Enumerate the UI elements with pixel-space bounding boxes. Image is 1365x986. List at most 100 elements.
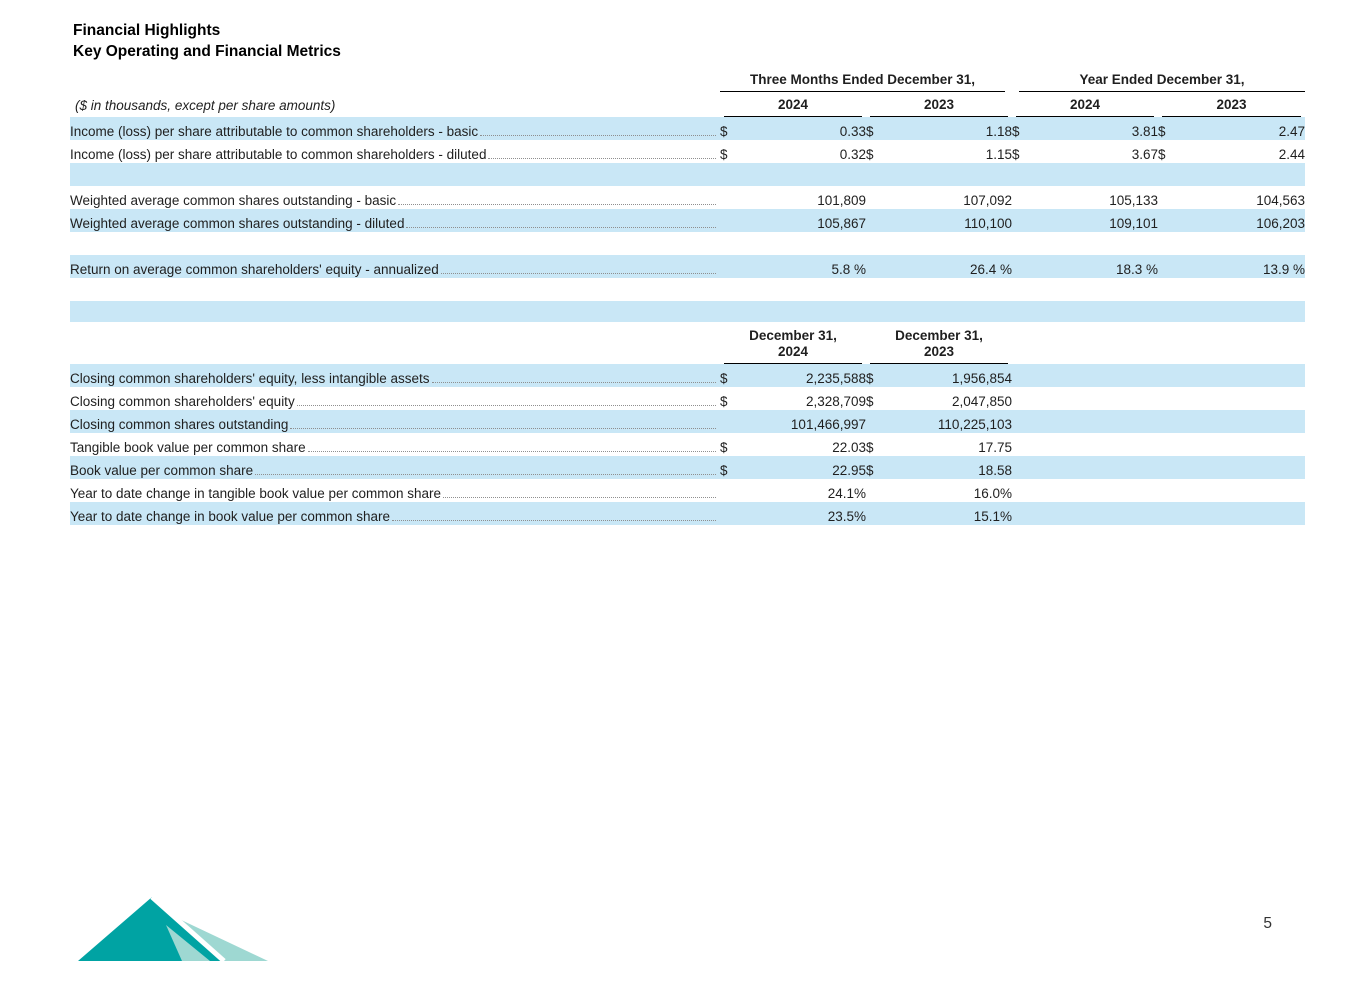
table-row: Closing common shares outstanding 101,466…: [70, 410, 1305, 433]
value-cell: 104,563: [1256, 193, 1306, 208]
empty-cell: [70, 72, 720, 92]
value-cell: 105,133: [1109, 193, 1158, 208]
row-label-wrap: Tangible book value per common share: [70, 440, 720, 456]
value-cell: 18.58: [890, 456, 1012, 479]
group-header-three-months: Three Months Ended December 31,: [720, 72, 1005, 92]
dotted-leader: [307, 451, 716, 452]
spacer-cell: [70, 232, 1305, 255]
table-row: Year to date change in book value per co…: [70, 502, 1305, 525]
empty-cell: [1012, 387, 1305, 410]
row-label-cell: Income (loss) per share attributable to …: [70, 140, 720, 163]
year-header-cell: 2024: [720, 92, 866, 117]
row-label: Weighted average common shares outstandi…: [70, 216, 405, 231]
currency-symbol-cell: [1012, 255, 1036, 278]
table-row: Return on average common shareholders' e…: [70, 255, 1306, 278]
currency-symbol-cell: [866, 209, 890, 232]
col-header-dec-2024: December 31, 2024: [724, 328, 862, 364]
value-cell: 2.47: [1182, 117, 1306, 140]
row-label: Income (loss) per share attributable to …: [70, 147, 487, 162]
row-label: Closing common shares outstanding: [70, 417, 289, 432]
row-label-wrap: Year to date change in book value per co…: [70, 509, 720, 525]
currency-symbol-cell: $: [720, 147, 728, 162]
dotted-leader: [440, 273, 716, 274]
row-label-wrap: Weighted average common shares outstandi…: [70, 216, 720, 232]
mountain-logo-graphic: [78, 895, 268, 963]
value-cell: 110,225,103: [890, 410, 1012, 433]
row-label: Weighted average common shares outstandi…: [70, 193, 397, 208]
spacer-row: [70, 232, 1305, 255]
dotted-leader: [290, 428, 716, 429]
value-cell: 26.4 %: [890, 255, 1012, 278]
page-number: 5: [1263, 915, 1272, 932]
currency-symbol-cell: [866, 502, 890, 525]
empty-cell: [1012, 433, 1305, 456]
spacer-row: [70, 163, 1306, 186]
empty-cell: [1012, 456, 1305, 479]
currency-symbol-cell: $: [1158, 117, 1182, 140]
row-label-cell: Tangible book value per common share: [70, 433, 720, 456]
value-cell: 22.95: [744, 456, 866, 479]
value-cell: 2,328,709: [805, 394, 866, 409]
col-header-2023-q: 2023: [870, 97, 1008, 117]
value-cell: 3.81: [1036, 117, 1158, 140]
dotted-leader: [480, 135, 716, 136]
empty-cell: [1012, 410, 1305, 433]
currency-symbol-cell: $: [1012, 147, 1020, 162]
currency-symbol-cell: [720, 502, 744, 525]
currency-symbol-cell: [866, 479, 890, 502]
year-header-cell: 2023: [866, 92, 1012, 117]
balance-table: December 31, 2024 December 31, 2023 Clos…: [70, 324, 1305, 525]
currency-symbol-cell: $: [866, 364, 890, 387]
value-cell: 1,956,854: [890, 364, 1012, 387]
table-note-cell: ($ in thousands, except per share amount…: [70, 92, 720, 117]
currency-symbol-cell: [1012, 186, 1036, 209]
col-header-2024-q: 2024: [724, 97, 862, 117]
value-cell: 101,809: [817, 193, 866, 208]
row-label: Book value per common share: [70, 463, 254, 478]
dotted-leader: [255, 474, 716, 475]
table-note: ($ in thousands, except per share amount…: [75, 98, 336, 113]
value-cell: 105,867: [744, 209, 866, 232]
value-cell: 2,047,850: [951, 394, 1012, 409]
currency-symbol-cell: $: [866, 147, 874, 162]
currency-symbol-cell: [720, 410, 744, 433]
table-row: Weighted average common shares outstandi…: [70, 209, 1306, 232]
row-label: Income (loss) per share attributable to …: [70, 124, 479, 139]
table-row: Weighted average common shares outstandi…: [70, 186, 1305, 209]
row-label: Closing common shareholders' equity: [70, 394, 295, 409]
row-label-cell: Year to date change in tangible book val…: [70, 479, 720, 502]
date-line: December 31,: [749, 328, 837, 343]
group-header-cell: Three Months Ended December 31,: [720, 72, 1012, 92]
empty-cell: [1012, 324, 1305, 364]
row-label-wrap: Closing common shares outstanding: [70, 417, 720, 433]
value-cell: 3.67: [1131, 147, 1158, 162]
currency-symbol-cell: $: [866, 456, 890, 479]
value-cell: 13.9 %: [1182, 255, 1306, 278]
value-cell: 106,203: [1182, 209, 1306, 232]
empty-cell: [1012, 479, 1305, 502]
currency-symbol-cell: [866, 255, 890, 278]
company-logo: [78, 895, 268, 966]
empty-cell: [70, 324, 720, 364]
value-cell: 17.75: [978, 440, 1012, 455]
table-row: Income (loss) per share attributable to …: [70, 117, 1306, 140]
row-label-cell: Weighted average common shares outstandi…: [70, 186, 720, 209]
col-header-2024-y: 2024: [1016, 97, 1154, 117]
year-header-cell: 2024: [1012, 92, 1158, 117]
table-row: Closing common shareholders' equity, les…: [70, 364, 1305, 387]
value-cell: 16.0%: [973, 486, 1012, 501]
group-header-year-ended: Year Ended December 31,: [1019, 72, 1306, 92]
value-cell: 22.03: [832, 440, 866, 455]
value-cell: 107,092: [963, 193, 1012, 208]
currency-symbol-cell: [1158, 186, 1182, 209]
currency-symbol-cell: [720, 479, 744, 502]
currency-symbol-cell: $: [1158, 147, 1166, 162]
row-label: Return on average common shareholders' e…: [70, 262, 439, 277]
value-cell: 101,466,997: [744, 410, 866, 433]
value-cell: 23.5%: [744, 502, 866, 525]
group-header-cell: Year Ended December 31,: [1012, 72, 1306, 92]
spacer-cell: [70, 163, 1306, 186]
date-line: December 31,: [895, 328, 983, 343]
dotted-leader: [406, 227, 716, 228]
value-cell: 1.18: [890, 117, 1012, 140]
